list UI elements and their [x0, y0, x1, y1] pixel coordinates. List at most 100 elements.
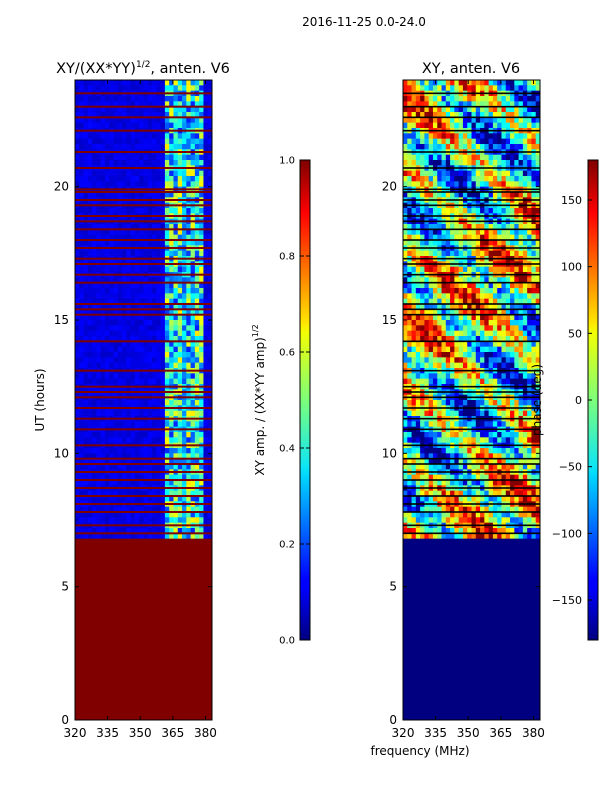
heatmap-cell	[194, 325, 200, 332]
heatmap-cell	[117, 250, 123, 257]
heatmap-cell	[160, 634, 166, 641]
heatmap-cell	[117, 144, 123, 150]
heatmap-cell	[173, 266, 179, 273]
heatmap-cell	[152, 314, 157, 321]
heatmap-cell	[117, 656, 123, 662]
heatmap-cell	[190, 106, 196, 113]
heatmap-cell	[113, 96, 119, 102]
heatmap-cell	[134, 314, 140, 321]
heatmap-cell	[143, 133, 149, 140]
heatmap-cell	[143, 117, 149, 124]
heatmap-cell	[139, 144, 144, 150]
heatmap-cell	[113, 234, 119, 241]
heatmap-cell	[100, 453, 106, 460]
heatmap-cell	[186, 410, 191, 417]
heatmap-cell	[177, 586, 183, 593]
heatmap-cell	[501, 122, 507, 129]
heatmap-cell	[194, 640, 200, 646]
heatmap-cell	[147, 592, 153, 598]
heatmap-cell	[432, 138, 438, 145]
heatmap-cell	[75, 170, 80, 177]
heatmap-cell	[109, 432, 114, 438]
heatmap-cell	[126, 325, 132, 332]
heatmap-cell	[87, 714, 93, 721]
heatmap-cell	[207, 282, 213, 289]
heatmap-cell	[117, 362, 123, 369]
heatmap-cell	[126, 421, 132, 428]
heatmap-cell	[199, 629, 204, 636]
heatmap-cell	[177, 698, 183, 705]
heatmap-cell	[415, 80, 421, 86]
heatmap-cell	[182, 576, 187, 582]
heatmap-cell	[130, 304, 136, 310]
heatmap-cell	[186, 581, 191, 588]
heatmap-cell	[203, 101, 209, 108]
heatmap-cell	[109, 592, 114, 598]
heatmap-cell	[75, 80, 80, 86]
heatmap-cell	[139, 533, 144, 540]
heatmap-cell	[432, 106, 438, 113]
heatmap-cell	[87, 400, 93, 406]
heatmap-cell	[96, 661, 102, 668]
heatmap-cell	[182, 298, 187, 305]
heatmap-cell	[79, 421, 84, 428]
heatmap-cell	[169, 496, 174, 502]
heatmap-cell	[186, 480, 191, 486]
heatmap-cell	[104, 240, 110, 246]
heatmap-cell	[134, 154, 140, 161]
heatmap-cell	[152, 421, 157, 428]
heatmap-cell	[87, 544, 93, 550]
heatmap-cell	[109, 112, 114, 118]
heatmap-cell	[147, 250, 153, 257]
heatmap-cell	[480, 96, 485, 102]
heatmap-cell	[194, 613, 200, 620]
heatmap-cell	[454, 117, 460, 124]
amplitude-colorbar: 0.00.20.40.60.81.0 XY amp. / (XX*YY amp)…	[251, 156, 311, 647]
heatmap-cell	[492, 224, 498, 230]
heatmap-cell	[147, 576, 153, 582]
heatmap-cell	[100, 304, 106, 310]
heatmap-cell	[87, 373, 93, 380]
heatmap-cell	[139, 325, 144, 332]
heatmap-cell	[475, 133, 481, 140]
heatmap-cell	[117, 80, 123, 86]
heatmap-cell	[160, 704, 166, 710]
heatmap-cell	[207, 309, 213, 316]
heatmap-cell	[75, 106, 80, 113]
heatmap-cell	[96, 506, 102, 513]
heatmap-cell	[424, 138, 430, 145]
heatmap-cell	[194, 597, 200, 604]
flagged-row	[75, 396, 212, 399]
heatmap-cell	[207, 666, 213, 673]
heatmap-cell	[117, 453, 123, 460]
heatmap-cell	[160, 341, 166, 348]
heatmap-cell	[194, 682, 200, 689]
heatmap-cell	[458, 229, 464, 236]
heatmap-cell	[139, 464, 144, 470]
heatmap-cell	[104, 682, 110, 689]
heatmap-cell	[177, 144, 183, 150]
heatmap-cell	[117, 432, 123, 438]
heatmap-cell	[497, 138, 502, 145]
heatmap-cell	[207, 229, 213, 236]
heatmap-cell	[96, 224, 102, 230]
heatmap-cell	[79, 512, 84, 518]
heatmap-cell	[134, 133, 140, 140]
heatmap-cell	[207, 250, 213, 257]
heatmap-cell	[428, 144, 434, 150]
heatmap-cell	[75, 181, 80, 188]
heatmap-cell	[199, 618, 204, 625]
heatmap-cell	[104, 410, 110, 417]
heatmap-cell	[207, 608, 213, 614]
heatmap-cell	[92, 437, 97, 444]
heatmap-cell	[492, 117, 498, 124]
heatmap-cell	[139, 154, 144, 161]
heatmap-cell	[177, 362, 183, 369]
heatmap-cell	[522, 208, 528, 214]
heatmap-cell	[147, 608, 153, 614]
heatmap-cell	[126, 282, 132, 289]
heatmap-cell	[160, 544, 166, 550]
heatmap-cell	[83, 400, 89, 406]
heatmap-cell	[152, 336, 157, 342]
heatmap-cell	[113, 304, 119, 310]
